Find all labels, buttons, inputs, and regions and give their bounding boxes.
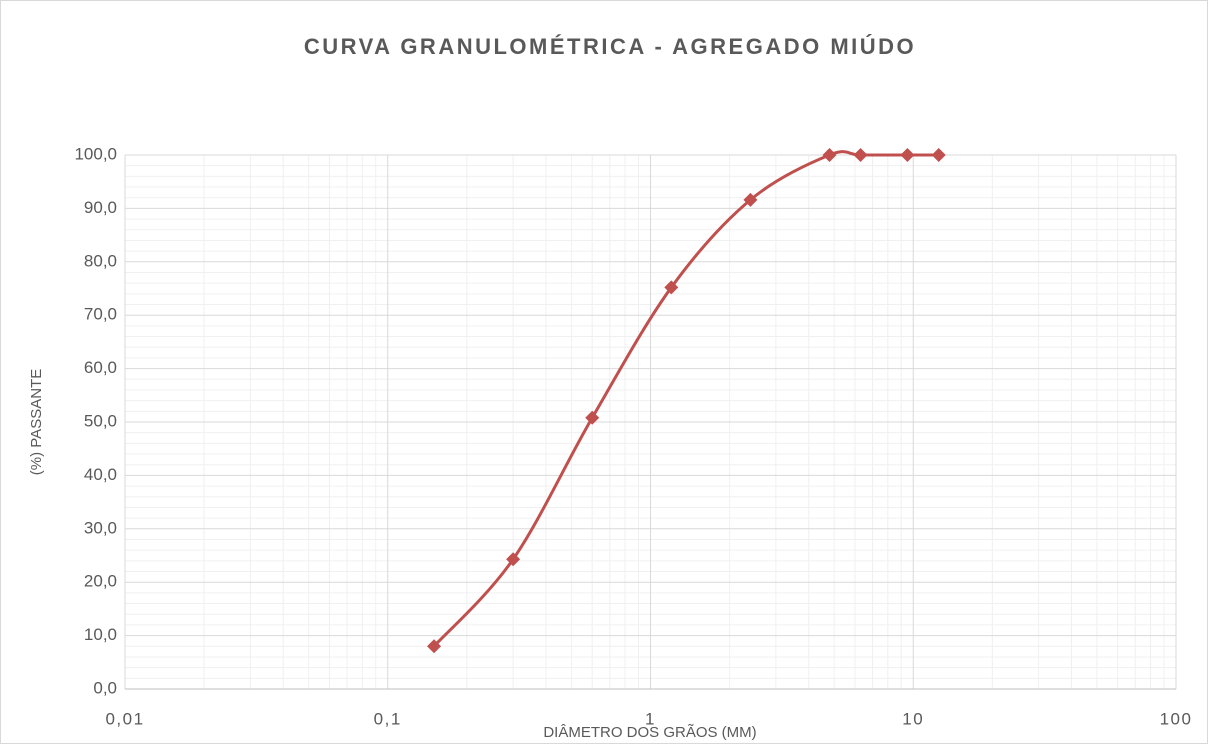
- data-point: [931, 148, 946, 162]
- data-point: [427, 639, 442, 654]
- chart-title: CURVA GRANULOMÉTRICA - AGREGADO MIÚDO: [304, 34, 916, 59]
- x-tick-label: 100: [1160, 709, 1193, 728]
- data-point: [506, 552, 521, 567]
- y-tick-label: 100,0: [74, 144, 117, 163]
- data-point: [822, 148, 837, 162]
- data-point: [743, 192, 758, 207]
- y-tick-label: 60,0: [84, 358, 117, 377]
- y-tick-label: 70,0: [84, 305, 117, 324]
- x-tick-label: 0,1: [374, 709, 402, 728]
- y-tick-label: 50,0: [84, 411, 117, 430]
- y-tick-label: 30,0: [84, 518, 117, 537]
- data-point: [585, 410, 600, 425]
- y-axis-title: (%) PASSANTE: [28, 369, 45, 475]
- x-axis-title: DIÂMETRO DOS GRÃOS (MM): [543, 724, 756, 741]
- data-point: [853, 148, 868, 162]
- y-tick-label: 10,0: [84, 625, 117, 644]
- data-point: [900, 148, 915, 162]
- series-line: [432, 150, 939, 648]
- x-tick-label: 10: [902, 709, 924, 728]
- y-tick-label: 0,0: [93, 678, 117, 697]
- x-tick-label: 1: [645, 709, 656, 728]
- y-tick-label: 20,0: [84, 572, 117, 591]
- y-tick-label: 90,0: [84, 198, 117, 217]
- y-tick-label: 40,0: [84, 465, 117, 484]
- x-tick-label: 0,01: [105, 709, 144, 728]
- data-point: [664, 280, 679, 295]
- y-tick-label: 80,0: [84, 251, 117, 270]
